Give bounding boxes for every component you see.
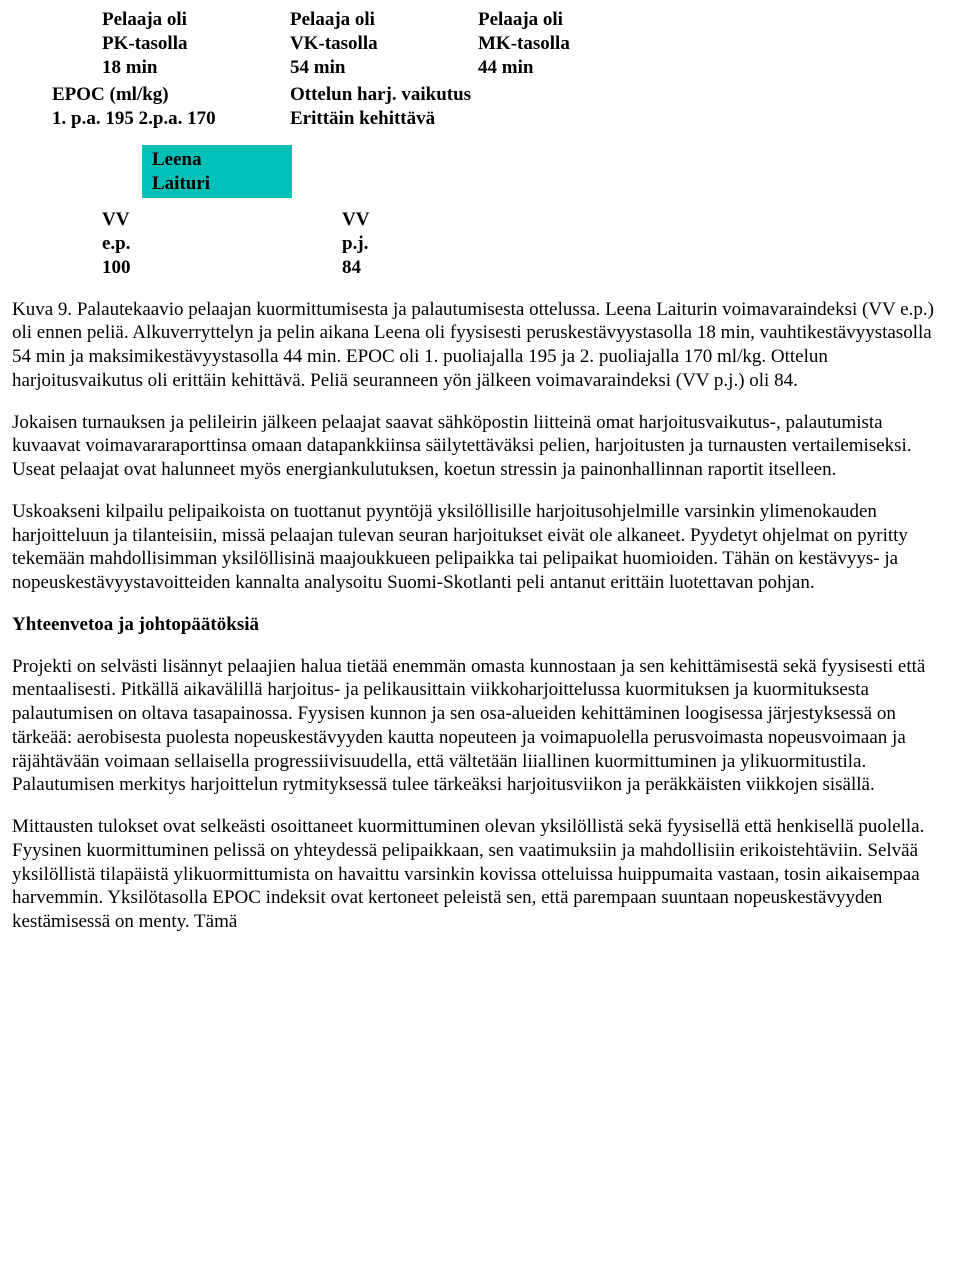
vv-pj-l2: p.j. bbox=[342, 232, 472, 256]
header-stats-block: Pelaaja oli PK-tasolla 18 min Pelaaja ol… bbox=[12, 8, 948, 280]
effect-l1: Ottelun harj. vaikutus bbox=[290, 83, 550, 107]
vv-ep-col: VV e.p. 100 bbox=[102, 208, 232, 279]
pk-l2: PK-tasolla bbox=[102, 32, 252, 56]
vv-row: VV e.p. 100 VV p.j. 84 bbox=[102, 208, 948, 279]
vv-ep-l3: 100 bbox=[102, 256, 232, 280]
epoc-l2: 1. p.a. 195 2.p.a. 170 bbox=[52, 107, 252, 131]
mk-l3: 44 min bbox=[478, 56, 628, 80]
vv-ep-l1: VV bbox=[102, 208, 232, 232]
player-first-name: Leena bbox=[152, 148, 282, 172]
vk-l1: Pelaaja oli bbox=[290, 8, 440, 32]
vv-pj-l3: 84 bbox=[342, 256, 472, 280]
section-heading: Yhteenvetoa ja johtopäätöksiä bbox=[12, 613, 948, 637]
mk-col: Pelaaja oli MK-tasolla 44 min bbox=[478, 8, 628, 79]
pk-l3: 18 min bbox=[102, 56, 252, 80]
vv-pj-l1: VV bbox=[342, 208, 472, 232]
effect-l2: Erittäin kehittävä bbox=[290, 107, 550, 131]
player-last-name: Laituri bbox=[152, 172, 282, 196]
effect-col: Ottelun harj. vaikutus Erittäin kehittäv… bbox=[290, 83, 550, 131]
vk-l3: 54 min bbox=[290, 56, 440, 80]
vv-pj-col: VV p.j. 84 bbox=[342, 208, 472, 279]
player-level-row: Pelaaja oli PK-tasolla 18 min Pelaaja ol… bbox=[102, 8, 948, 79]
vv-ep-l2: e.p. bbox=[102, 232, 232, 256]
player-name-highlight: Leena Laituri bbox=[142, 145, 292, 199]
vk-l2: VK-tasolla bbox=[290, 32, 440, 56]
body-paragraph-5: Mittausten tulokset ovat selkeästi osoit… bbox=[12, 815, 948, 934]
mk-l1: Pelaaja oli bbox=[478, 8, 628, 32]
epoc-col: EPOC (ml/kg) 1. p.a. 195 2.p.a. 170 bbox=[52, 83, 252, 131]
pk-l1: Pelaaja oli bbox=[102, 8, 252, 32]
body-paragraph-2: Jokaisen turnauksen ja pelileirin jälkee… bbox=[12, 411, 948, 482]
vk-col: Pelaaja oli VK-tasolla 54 min bbox=[290, 8, 440, 79]
epoc-l1: EPOC (ml/kg) bbox=[52, 83, 252, 107]
body-paragraph-4: Projekti on selvästi lisännyt pelaajien … bbox=[12, 655, 948, 798]
epoc-effect-row: EPOC (ml/kg) 1. p.a. 195 2.p.a. 170 Otte… bbox=[52, 83, 948, 131]
mk-l2: MK-tasolla bbox=[478, 32, 628, 56]
caption-paragraph: Kuva 9. Palautekaavio pelaajan kuormittu… bbox=[12, 298, 948, 393]
pk-col: Pelaaja oli PK-tasolla 18 min bbox=[102, 8, 252, 79]
body-paragraph-3: Uskoakseni kilpailu pelipaikoista on tuo… bbox=[12, 500, 948, 595]
